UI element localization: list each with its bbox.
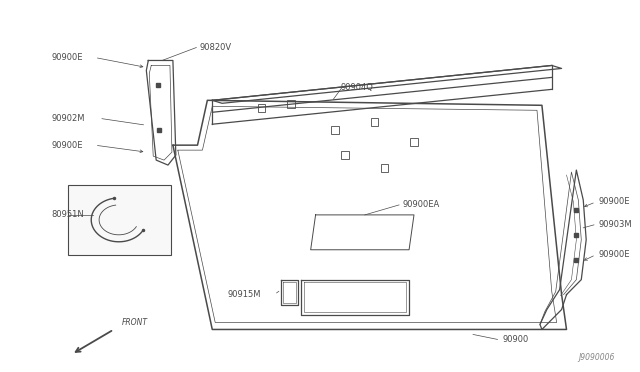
Text: 90820V: 90820V: [200, 43, 232, 52]
Bar: [68, 185, 171, 255]
Text: FRONT: FRONT: [122, 318, 147, 327]
Text: 90900E: 90900E: [599, 250, 630, 259]
Bar: [332, 126, 339, 134]
Text: 90902M: 90902M: [52, 114, 85, 123]
Text: J9090006: J9090006: [579, 353, 615, 362]
Text: 90900E: 90900E: [52, 141, 83, 150]
Bar: [381, 164, 388, 172]
Text: 90900E: 90900E: [52, 53, 83, 62]
Text: 90904Q: 90904Q: [340, 83, 373, 92]
Text: 90915M: 90915M: [227, 290, 260, 299]
Text: 80951N: 80951N: [52, 211, 84, 219]
Text: 90900EA: 90900EA: [402, 201, 440, 209]
Text: 90900E: 90900E: [599, 198, 630, 206]
Bar: [341, 151, 349, 159]
Text: 90900: 90900: [502, 335, 529, 344]
Text: 90903M: 90903M: [599, 220, 632, 230]
Bar: [410, 138, 418, 146]
Bar: [287, 100, 295, 108]
Bar: [258, 104, 265, 112]
Bar: [371, 118, 378, 126]
